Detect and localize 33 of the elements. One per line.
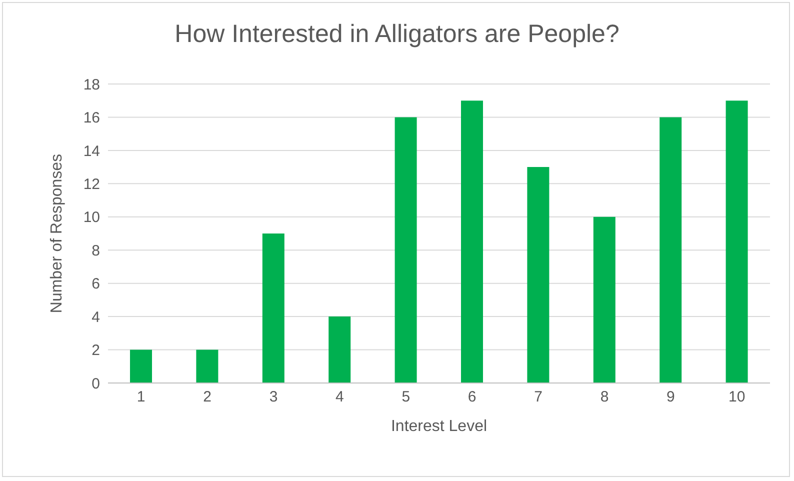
chart-title: How Interested in Alligators are People?: [174, 20, 620, 49]
x-tick-label: 10: [728, 388, 746, 406]
y-axis-title: Number of Responses: [48, 154, 66, 314]
y-tick-label: 0: [92, 375, 100, 392]
x-tick-label: 6: [468, 388, 476, 406]
y-tick-label: 8: [92, 242, 100, 260]
y-tick-label: 6: [92, 276, 100, 293]
y-tick-label: 16: [83, 110, 100, 127]
x-tick-label: 4: [336, 388, 344, 406]
y-tick-label: 2: [92, 342, 100, 360]
bar: [196, 350, 218, 383]
bar: [660, 117, 682, 383]
y-tick-label: 4: [92, 308, 100, 326]
y-tick-label: 18: [83, 76, 100, 94]
bar: [527, 167, 550, 383]
y-tick-label: 14: [83, 142, 100, 160]
bar: [461, 100, 483, 383]
x-tick-label: 9: [666, 388, 675, 406]
x-tick-label: 3: [269, 388, 278, 406]
x-tick-label: 7: [534, 388, 542, 406]
bar: [593, 216, 616, 383]
bar: [130, 350, 152, 383]
x-axis-title: Interest Level: [390, 418, 488, 435]
bar: [726, 100, 748, 383]
y-tick-label: 12: [83, 176, 100, 193]
x-tick-label: 5: [402, 388, 410, 406]
bar: [328, 316, 351, 383]
x-tick-label: 2: [203, 388, 212, 406]
bar: [394, 117, 417, 383]
x-tick-label: 1: [136, 388, 146, 406]
y-tick-label: 10: [83, 209, 100, 226]
x-tick-label: 8: [600, 388, 609, 406]
bar: [262, 234, 284, 383]
